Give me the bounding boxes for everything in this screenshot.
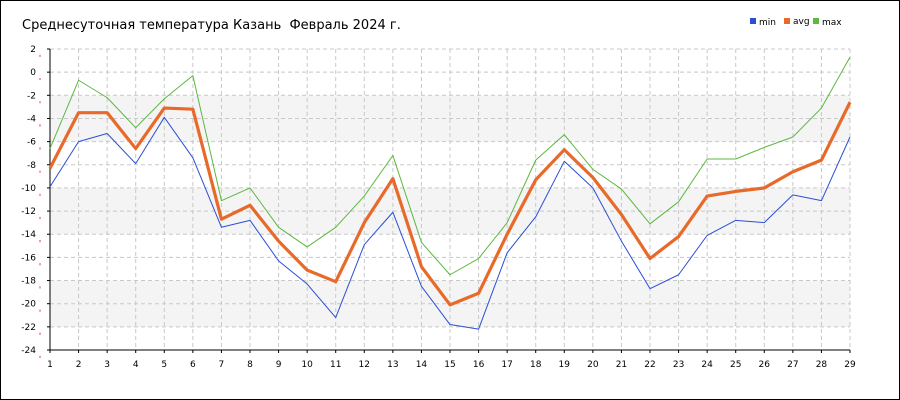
x-tick-label: 24 bbox=[701, 360, 713, 370]
chart-title: Среднесуточная температура Казань Феврал… bbox=[22, 18, 401, 33]
y-tick-label: -2 bbox=[27, 91, 36, 101]
y-tick-label: -6 bbox=[27, 138, 36, 148]
legend-swatch-max bbox=[813, 18, 819, 24]
y-tick-label: -4 bbox=[27, 114, 36, 124]
y-tick-label: -20 bbox=[21, 300, 36, 310]
x-tick-label: 5 bbox=[161, 360, 167, 370]
x-tick-label: 18 bbox=[530, 360, 542, 370]
plot-band bbox=[50, 211, 850, 235]
x-tick-label: 2 bbox=[76, 360, 82, 370]
x-tick-label: 21 bbox=[616, 360, 627, 370]
series-line-min bbox=[49, 116, 851, 330]
legend-swatch-avg bbox=[784, 18, 790, 24]
legend: min avg max bbox=[750, 17, 842, 28]
x-tick-label: 19 bbox=[559, 360, 571, 370]
x-tick-label: 11 bbox=[330, 360, 341, 370]
x-tick-label: 10 bbox=[301, 360, 313, 370]
y-tick-label: -10 bbox=[21, 184, 36, 194]
x-axis-ticks: 1 2 3 4 5 6 7 8 9 10 11 12 13 14 15 16 17 18 19 20 21 22 23 24 2… bbox=[47, 350, 856, 370]
x-tick-label: 20 bbox=[587, 360, 599, 370]
y-tick-label: -24 bbox=[21, 346, 36, 356]
legend-swatch-min bbox=[750, 18, 756, 24]
x-tick-label: 3 bbox=[104, 360, 110, 370]
x-tick-label: 27 bbox=[787, 360, 798, 370]
y-tick-label: -14 bbox=[21, 230, 36, 240]
legend-label-min: min bbox=[759, 18, 776, 28]
x-tick-label: 6 bbox=[190, 360, 196, 370]
x-tick-label: 12 bbox=[359, 360, 370, 370]
x-tick-label: 4 bbox=[133, 360, 139, 370]
series-lines bbox=[48, 56, 852, 330]
y-tick-label: -16 bbox=[21, 253, 36, 263]
y-tick-label: -18 bbox=[21, 277, 36, 287]
x-tick-label: 28 bbox=[816, 360, 828, 370]
series-line-avg bbox=[48, 101, 852, 307]
x-tick-label: 9 bbox=[276, 360, 282, 370]
legend-label-max: max bbox=[822, 18, 842, 28]
x-tick-label: 26 bbox=[759, 360, 771, 370]
y-tick-label: 0 bbox=[30, 68, 36, 78]
x-tick-label: 8 bbox=[247, 360, 253, 370]
x-tick-label: 7 bbox=[219, 360, 225, 370]
y-tick-label: -8 bbox=[27, 161, 36, 171]
y-tick-label: 2 bbox=[30, 45, 36, 55]
grid-lines bbox=[49, 48, 851, 351]
plot-band bbox=[50, 280, 850, 304]
series-line-max bbox=[49, 56, 851, 276]
x-tick-label: 13 bbox=[387, 360, 398, 370]
x-tick-label: 17 bbox=[501, 360, 512, 370]
x-tick-label: 25 bbox=[730, 360, 741, 370]
x-tick-label: 23 bbox=[673, 360, 684, 370]
x-tick-label: 29 bbox=[844, 360, 856, 370]
x-tick-label: 1 bbox=[47, 360, 53, 370]
x-tick-label: 14 bbox=[416, 360, 428, 370]
y-tick-label: -22 bbox=[21, 323, 36, 333]
y-axis-ticks: 2 0 -2 -4 -6 -8 -10 -12 -14 -16 -18 -20 -22 -24 bbox=[21, 45, 50, 358]
legend-label-avg: avg bbox=[793, 17, 810, 27]
x-tick-label: 22 bbox=[644, 360, 655, 370]
y-tick-label: -12 bbox=[21, 207, 36, 217]
x-tick-label: 15 bbox=[444, 360, 455, 370]
x-tick-label: 16 bbox=[473, 360, 485, 370]
